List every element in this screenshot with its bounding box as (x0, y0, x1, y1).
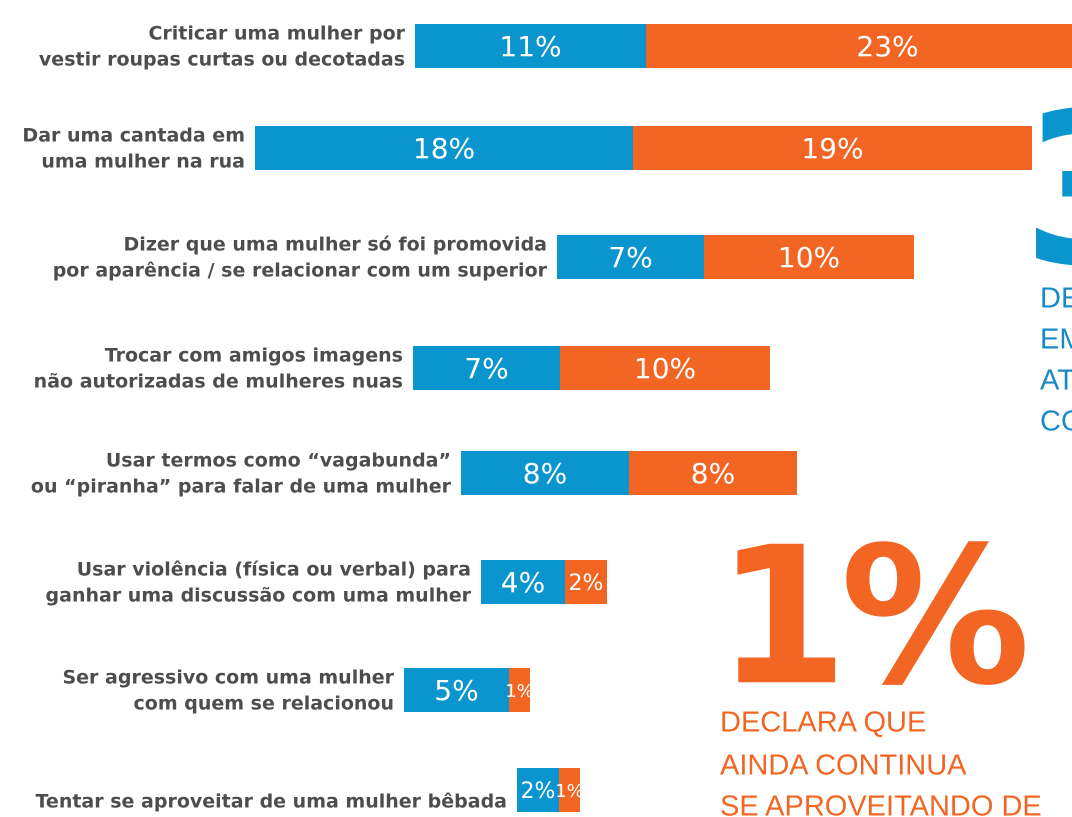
cut-number: 3 (1022, 68, 1072, 313)
bar-segment (413, 346, 560, 390)
bar-segment (629, 451, 797, 495)
value-label: 4% (501, 566, 545, 599)
bar-segment (509, 668, 530, 712)
category-label: vestir roupas curtas ou decotadas (39, 49, 405, 71)
value-label: 11% (499, 30, 561, 63)
value-label: 1% (505, 681, 534, 702)
category-label: Usar violência (física ou verbal) para (77, 559, 471, 581)
value-label: 2% (521, 779, 556, 804)
category-label: por aparência / se relacionar com um sup… (53, 260, 548, 282)
note-line: DECLARA QUE (720, 707, 926, 739)
bar-segment (560, 346, 770, 390)
value-label: 10% (634, 352, 696, 385)
value-label: 7% (608, 241, 652, 274)
category-label: Dizer que uma mulher só foi promovida (124, 234, 547, 256)
category-label: ganhar uma discussão com uma mulher (46, 585, 472, 607)
category-label: com quem se relacionou (134, 693, 395, 715)
cut-text: EM (1040, 324, 1072, 356)
note-line: SE APROVEITANDO DE (720, 791, 1042, 817)
bar-segment (646, 24, 1072, 68)
bar-segment (565, 560, 607, 604)
category-label: Ser agressivo com uma mulher (62, 667, 394, 689)
category-label: uma mulher na rua (41, 151, 245, 173)
bar-segment (704, 235, 914, 279)
category-label: Usar termos como “vagabunda” (106, 450, 451, 472)
category-label: ou “piranha” para falar de uma mulher (31, 476, 452, 498)
category-label: Criticar uma mulher por (148, 23, 405, 45)
value-label: 18% (413, 132, 475, 165)
value-label: 23% (856, 30, 918, 63)
bar-segment (461, 451, 629, 495)
value-label: 5% (434, 674, 478, 707)
big-value: 1% (716, 506, 1025, 727)
cut-text: DE (1040, 283, 1072, 315)
category-label: Trocar com amigos imagens (105, 345, 403, 367)
bar-segment (415, 24, 646, 68)
bar-segment (404, 668, 509, 712)
bar-segment (481, 560, 565, 604)
value-label: 8% (691, 457, 735, 490)
note-line: AINDA CONTINUA (720, 750, 967, 782)
value-label: 10% (778, 241, 840, 274)
category-label: não autorizadas de mulheres nuas (34, 371, 403, 393)
category-label: Tentar se aproveitar de uma mulher bêbad… (36, 791, 508, 813)
bar-segment (633, 126, 1032, 170)
bar-segment (557, 235, 704, 279)
value-label: 7% (464, 352, 508, 385)
value-label: 1% (555, 781, 584, 802)
bar-segment (517, 768, 559, 812)
category-label: Dar uma cantada em (22, 125, 245, 147)
cut-text: AT (1040, 365, 1072, 397)
value-label: 2% (569, 571, 604, 596)
bar-segment (559, 768, 580, 812)
value-label: 8% (523, 457, 567, 490)
bar-segment (255, 126, 633, 170)
cut-text: CO (1040, 406, 1072, 438)
value-label: 19% (801, 132, 863, 165)
